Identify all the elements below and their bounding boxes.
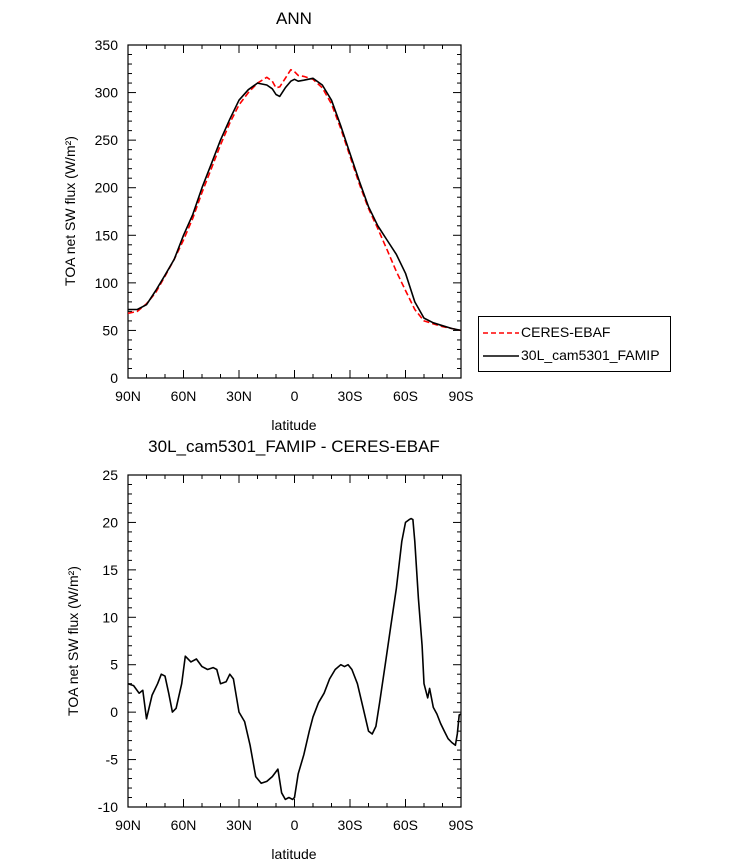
top-panel-x-tick-labels: 90N 60N 30N 0 30S 60S 90S: [115, 388, 473, 404]
top-ytick-label: 0: [110, 370, 118, 386]
top-xtick-label: 30N: [226, 388, 252, 404]
bottom-panel-ticks: [127, 474, 462, 808]
bottom-panel-xlabel: latitude: [271, 846, 316, 862]
top-xtick-label: 60S: [393, 388, 418, 404]
top-series-line-0: [127, 68, 462, 332]
bottom-panel-series: [127, 517, 462, 801]
top-panel-title: ANN: [276, 9, 312, 28]
bottom-ytick-label: 5: [110, 657, 118, 673]
bottom-series-line-0: [127, 517, 462, 801]
bottom-ytick-label: 10: [102, 609, 118, 625]
bottom-panel-plot-frame: [127, 474, 462, 808]
top-xtick-label: 60N: [171, 388, 197, 404]
bottom-xtick-label: 90S: [449, 817, 474, 833]
bottom-ytick-label: 15: [102, 562, 118, 578]
top-panel-series: [127, 68, 462, 332]
legend-swatch-ceres: [483, 332, 519, 334]
legend-entry-ceres: CERES-EBAF: [479, 323, 670, 343]
bottom-ytick-label: 25: [102, 467, 118, 483]
bottom-xtick-label: 90N: [115, 817, 141, 833]
top-xtick-label: 90N: [115, 388, 141, 404]
bottom-xtick-label: 30N: [226, 817, 252, 833]
bottom-ytick-label: 0: [110, 704, 118, 720]
top-ytick-label: 250: [95, 132, 119, 148]
legend-swatch-famip: [483, 355, 519, 357]
bottom-xtick-label: 60N: [171, 817, 197, 833]
top-panel-y-tick-labels: 0 50 100 150 200 250 300 350: [95, 37, 119, 386]
bottom-xtick-label: 60S: [393, 817, 418, 833]
bottom-ytick-label: -10: [98, 799, 118, 815]
top-series-line-1: [128, 77, 462, 332]
top-ytick-label: 100: [95, 275, 119, 291]
top-ytick-label: 350: [95, 37, 119, 53]
bottom-xtick-label: 30S: [338, 817, 363, 833]
top-panel-ylabel: TOA net SW flux (W/m²): [62, 136, 78, 286]
bottom-panel-title: 30L_cam5301_FAMIP - CERES-EBAF: [148, 437, 440, 456]
legend-label-famip: 30L_cam5301_FAMIP: [521, 347, 660, 363]
bottom-xtick-label: 0: [291, 817, 299, 833]
top-ytick-label: 300: [95, 85, 119, 101]
top-xtick-label: 90S: [449, 388, 474, 404]
top-ytick-label: 200: [95, 180, 119, 196]
top-panel-xlabel: latitude: [271, 417, 316, 433]
top-xtick-label: 30S: [338, 388, 363, 404]
legend: CERES-EBAF 30L_cam5301_FAMIP: [478, 316, 671, 372]
top-xtick-label: 0: [291, 388, 299, 404]
top-ytick-label: 50: [102, 322, 118, 338]
bottom-panel-y-tick-labels: -10 -5 0 5 10 15 20 25: [98, 467, 118, 815]
legend-label-ceres: CERES-EBAF: [521, 324, 611, 340]
bottom-panel-ylabel: TOA net SW flux (W/m²): [65, 566, 81, 716]
legend-entry-famip: 30L_cam5301_FAMIP: [479, 346, 670, 366]
bottom-panel-x-tick-labels: 90N 60N 30N 0 30S 60S 90S: [115, 817, 473, 833]
bottom-ytick-label: 20: [102, 514, 118, 530]
top-panel-plot-frame: [127, 44, 462, 379]
bottom-panel: 30L_cam5301_FAMIP - CERES-EBAF -10 -5 0 5 10…: [65, 437, 473, 862]
top-panel-ticks: [127, 44, 462, 379]
top-panel: ANN 0 50 100 150 200 250 300 350 90N 60N 30N 0 30S 6…: [62, 9, 473, 433]
bottom-ytick-label: -5: [106, 752, 119, 768]
top-ytick-label: 150: [95, 227, 119, 243]
